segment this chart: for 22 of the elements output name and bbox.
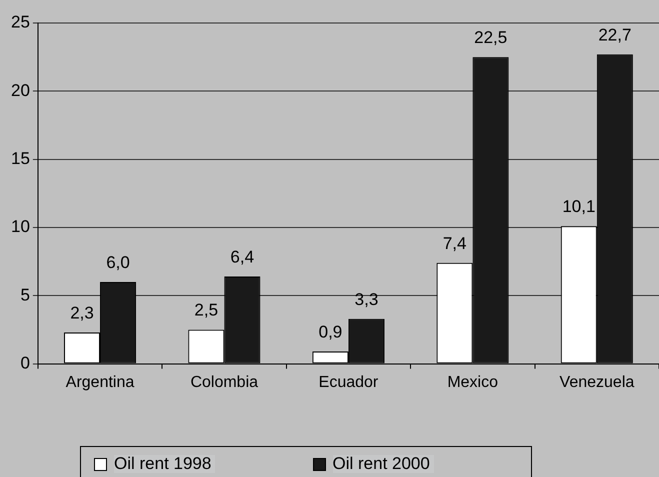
x-tick-label: Argentina <box>66 374 134 391</box>
x-tick-label: Colombia <box>190 374 258 391</box>
x-tick-label: Mexico <box>447 374 498 391</box>
data-label: 22,7 <box>598 25 632 44</box>
data-label: 7,4 <box>442 234 466 253</box>
y-tick-label: 25 <box>10 12 30 32</box>
data-label: 10,1 <box>562 197 596 216</box>
data-label: 0,9 <box>318 322 342 342</box>
x-tick-label: Venezuela <box>560 374 634 391</box>
y-tick-label: 5 <box>20 285 30 304</box>
x-tick-label: Ecuador <box>318 374 379 391</box>
y-tick-label: 15 <box>10 149 30 168</box>
data-label: 22,5 <box>474 28 508 48</box>
data-label: 6,0 <box>106 253 130 272</box>
data-label: 2,5 <box>194 300 218 320</box>
y-tick-label: 10 <box>10 217 30 236</box>
data-label: 2,3 <box>70 303 94 322</box>
data-label: 6,4 <box>230 248 254 267</box>
legend-label: Oil rent 2000 <box>332 454 434 473</box>
legend-label: Oil rent 1998 <box>114 454 216 473</box>
y-tick-label: 0 <box>20 353 30 372</box>
y-tick-label: 20 <box>10 80 30 100</box>
